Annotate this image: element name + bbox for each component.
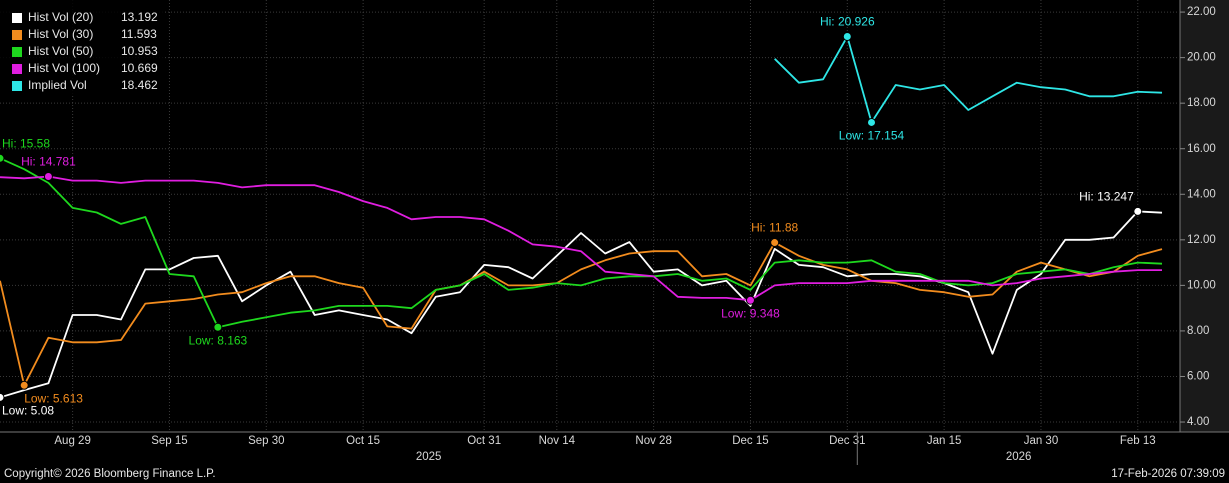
legend-value: 11.593	[121, 27, 157, 41]
y-tick-label: 10.00	[1187, 279, 1216, 291]
extreme-label: Hi: 15.58	[2, 136, 50, 150]
x-tick-label: Dec 15	[732, 435, 768, 447]
extreme-marker	[0, 153, 5, 163]
y-tick-label: 20.00	[1187, 52, 1216, 64]
legend-name: Hist Vol (20)	[28, 10, 93, 24]
legend-name: Implied Vol	[28, 78, 87, 92]
extreme-marker	[213, 322, 223, 332]
y-axis-band	[1180, 0, 1229, 432]
x-tick-label: Aug 29	[54, 435, 90, 447]
legend-box	[0, 0, 165, 94]
legend-swatch	[12, 81, 22, 91]
extreme-marker	[745, 295, 755, 305]
legend-value: 10.669	[121, 61, 158, 75]
extreme-marker	[43, 171, 53, 181]
extreme-label: Low: 5.613	[24, 391, 83, 405]
extreme-marker	[19, 380, 29, 390]
x-tick-label: Dec 31	[829, 435, 865, 447]
timestamp: 17-Feb-2026 07:39:09	[1111, 468, 1225, 480]
x-tick-label: Jan 30	[1024, 435, 1059, 447]
legend-swatch	[12, 30, 22, 40]
y-tick-label: 16.00	[1187, 143, 1216, 155]
extreme-marker	[1133, 206, 1143, 216]
legend-name: Hist Vol (100)	[28, 61, 100, 75]
legend-value: 10.953	[121, 44, 158, 58]
extreme-label: Hi: 14.781	[21, 155, 76, 169]
y-tick-label: 18.00	[1187, 97, 1216, 109]
series-line	[0, 210, 1163, 399]
extreme-label: Low: 5.08	[2, 404, 54, 418]
x-tick-label: Sep 30	[248, 435, 284, 447]
legend-value: 13.192	[121, 10, 158, 24]
legend-swatch	[12, 13, 22, 23]
legend-name: Hist Vol (50)	[28, 44, 93, 58]
year-label: 2026	[1006, 451, 1032, 463]
y-tick-label: 12.00	[1187, 234, 1216, 246]
extreme-label: Low: 17.154	[839, 129, 905, 143]
y-tick-label: 8.00	[1187, 325, 1209, 337]
series-line	[774, 35, 1163, 124]
copyright: Copyright© 2026 Bloomberg Finance L.P.	[4, 468, 216, 480]
year-label: 2025	[416, 451, 442, 463]
y-tick-label: 14.00	[1187, 188, 1216, 200]
x-tick-label: Sep 15	[151, 435, 187, 447]
x-tick-label: Oct 31	[467, 435, 501, 447]
extreme-marker	[770, 238, 780, 248]
legend-name: Hist Vol (30)	[28, 27, 93, 41]
x-tick-label: Jan 15	[927, 435, 962, 447]
extreme-marker	[0, 392, 5, 402]
extreme-label: Low: 9.348	[721, 306, 780, 320]
legend-swatch	[12, 64, 22, 74]
y-tick-label: 22.00	[1187, 6, 1216, 18]
extreme-marker	[842, 32, 852, 42]
legend-value: 18.462	[121, 78, 158, 92]
x-tick-label: Nov 14	[539, 435, 576, 447]
x-tick-label: Nov 28	[635, 435, 671, 447]
x-tick-label: Oct 15	[346, 435, 380, 447]
y-tick-label: 4.00	[1187, 416, 1209, 428]
y-tick-label: 6.00	[1187, 371, 1209, 383]
x-tick-label: Feb 13	[1120, 435, 1156, 447]
extreme-label: Hi: 20.926	[820, 15, 875, 29]
legend-swatch	[12, 47, 22, 57]
series-line	[0, 241, 1163, 387]
series-line	[0, 175, 1162, 302]
extreme-label: Hi: 13.247	[1079, 190, 1134, 204]
series-line	[0, 157, 1163, 329]
extreme-label: Hi: 11.88	[751, 221, 798, 235]
extreme-label: Low: 8.163	[189, 333, 248, 347]
extreme-marker	[867, 117, 876, 127]
